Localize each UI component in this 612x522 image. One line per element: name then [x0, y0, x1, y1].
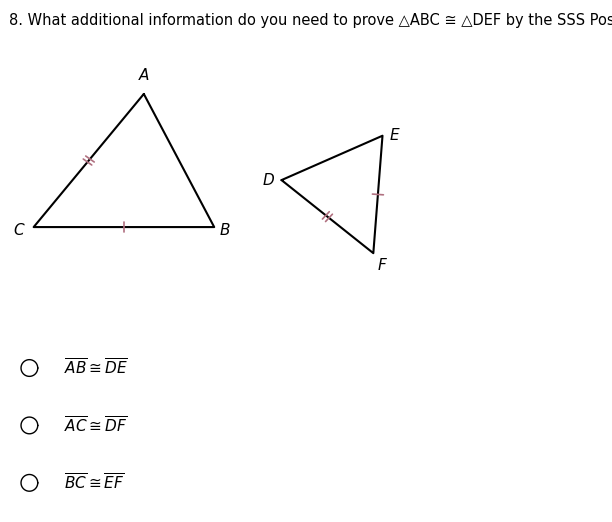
Text: E: E	[390, 128, 400, 143]
Text: 8. What additional information do you need to prove △ABC ≅ △DEF by the SSS Postu: 8. What additional information do you ne…	[9, 13, 612, 28]
Text: F: F	[378, 258, 386, 272]
Text: $\overline{\mathit{BC}} \cong \overline{\mathit{EF}}$: $\overline{\mathit{BC}} \cong \overline{…	[64, 473, 125, 493]
Text: A: A	[139, 68, 149, 83]
Text: D: D	[262, 173, 274, 187]
Text: $\overline{\mathit{AC}} \cong \overline{\mathit{DF}}$: $\overline{\mathit{AC}} \cong \overline{…	[64, 416, 127, 435]
Text: C: C	[13, 223, 24, 238]
Text: $\overline{\mathit{AB}} \cong \overline{\mathit{DE}}$: $\overline{\mathit{AB}} \cong \overline{…	[64, 358, 128, 378]
Text: B: B	[220, 223, 231, 238]
